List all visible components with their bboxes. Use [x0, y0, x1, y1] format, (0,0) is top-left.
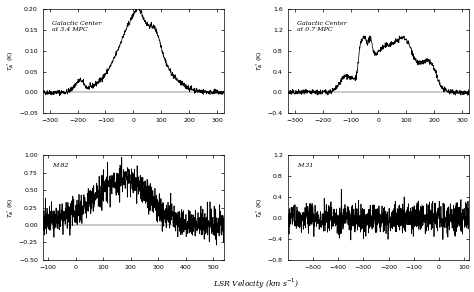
Y-axis label: $T_A^*$ (K): $T_A^*$ (K): [254, 197, 265, 218]
Text: M 82: M 82: [52, 163, 68, 168]
Text: M 31: M 31: [297, 163, 313, 168]
Y-axis label: $T_A^*$ (K): $T_A^*$ (K): [5, 51, 16, 71]
Y-axis label: $T_A^*$ (K): $T_A^*$ (K): [5, 197, 16, 218]
Text: Galactic Center
at 3.4 MPC: Galactic Center at 3.4 MPC: [52, 21, 101, 32]
Y-axis label: $T_A^*$ (K): $T_A^*$ (K): [254, 51, 265, 71]
Text: Galactic Center
at 0.7 MPC: Galactic Center at 0.7 MPC: [297, 21, 346, 32]
Text: LSR Velocity (km s$^{-1}$): LSR Velocity (km s$^{-1}$): [213, 276, 299, 291]
